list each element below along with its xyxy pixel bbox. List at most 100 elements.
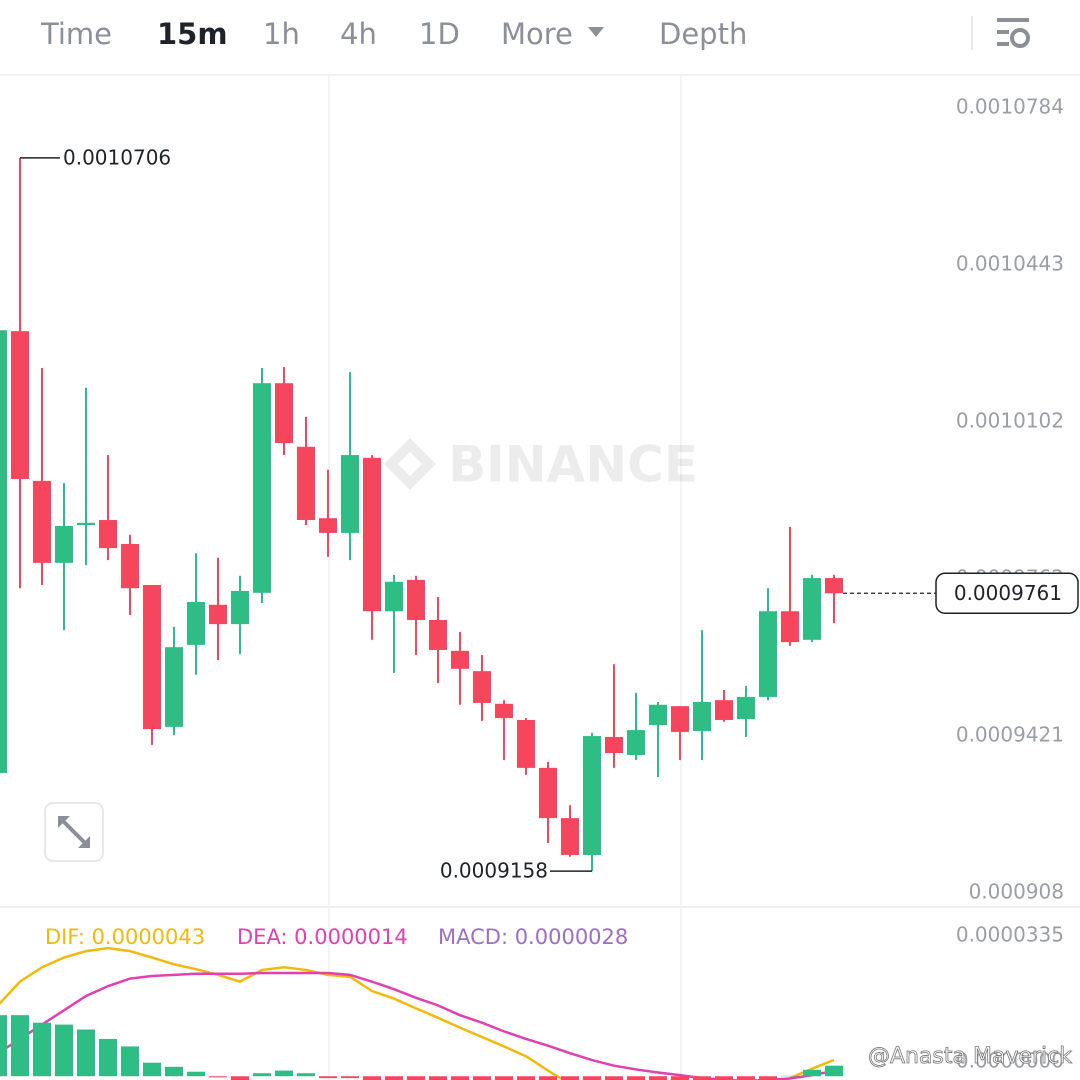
candle-body (671, 706, 689, 732)
macd-bar (11, 1015, 29, 1077)
candle-body (209, 604, 227, 625)
macd-bar (473, 1076, 491, 1080)
last-price-box (935, 572, 1079, 615)
macd-line (0, 946, 835, 1080)
candle-body (407, 579, 425, 620)
candle-body (803, 578, 821, 640)
macd-bar (187, 1071, 205, 1077)
candle-body (759, 611, 777, 697)
macd-bar (165, 1066, 183, 1077)
tab[interactable]: More (501, 17, 573, 51)
candle-body (253, 383, 271, 593)
macd-bar (209, 1076, 227, 1078)
legend-entry: DIF: 0.0000043 (45, 925, 205, 949)
macd-bar (671, 1076, 689, 1080)
macd-bar (803, 1069, 821, 1077)
expand-button[interactable] (44, 802, 104, 862)
macd-bar (0, 1015, 7, 1077)
candle-body (517, 719, 535, 768)
candle-body (275, 383, 293, 444)
y-tick-label: 0.0010443 (956, 252, 1064, 276)
macd-bar (495, 1076, 513, 1080)
y-tick-label: 0.0010102 (956, 409, 1064, 433)
tab-bar: Time 15m 1h 4h 1D More Depth (40, 17, 747, 51)
candle-body (11, 331, 29, 480)
y-tick-label: 0.0000335 (956, 922, 1064, 946)
candle-body (781, 611, 799, 643)
candle-body (143, 584, 161, 730)
macd-bar (363, 1076, 381, 1080)
tab[interactable]: 4h (340, 17, 377, 51)
candle-body (0, 330, 7, 773)
macd-bar (275, 1070, 293, 1077)
macd-bar (605, 1076, 623, 1080)
watermark: BINANCE (384, 436, 698, 494)
settings-icon[interactable] (997, 18, 1030, 48)
macd-bar (517, 1076, 535, 1080)
candle-body (165, 647, 183, 727)
macd-bar (143, 1062, 161, 1077)
candle-body (495, 703, 513, 719)
candle-body (473, 671, 491, 703)
tab[interactable]: 15m (157, 17, 228, 51)
macd-bar (561, 1076, 579, 1080)
macd-bar (33, 1022, 51, 1077)
candle-body (737, 696, 755, 720)
macd-bar (341, 1076, 359, 1079)
macd-bar (55, 1024, 73, 1077)
candle-body (297, 446, 315, 521)
macd-bar (451, 1076, 469, 1080)
tab[interactable]: 1D (419, 17, 460, 51)
candle-body (825, 578, 843, 594)
candle-body (539, 767, 557, 819)
macd-bar (825, 1065, 843, 1077)
candle-body (451, 650, 469, 669)
tab[interactable]: Time (40, 17, 112, 51)
y-tick-label: 0.0010784 (956, 94, 1064, 118)
candle-body (561, 818, 579, 855)
tab[interactable]: 1h (263, 17, 300, 51)
candle-body (693, 701, 711, 732)
macd-bar (759, 1076, 777, 1080)
macd-bar (385, 1076, 403, 1080)
candle-body (583, 736, 601, 855)
candle-body (341, 455, 359, 533)
macd-bar (429, 1076, 447, 1080)
candle-body (121, 543, 139, 589)
macd-bar (297, 1073, 315, 1077)
macd-bar (231, 1076, 249, 1080)
macd-bar (121, 1046, 139, 1077)
macd-bar (539, 1076, 557, 1080)
candle-body (33, 480, 51, 563)
candle-body (715, 700, 733, 720)
high-label: 0.0010706 (63, 145, 171, 169)
low-label: 0.0009158 (440, 859, 548, 883)
candle-body (627, 730, 645, 755)
legend-entry: DEA: 0.0000014 (237, 925, 408, 949)
candle-body (55, 526, 73, 563)
macd-bar (627, 1076, 645, 1080)
macd-bar (77, 1029, 95, 1077)
candle-body (429, 619, 447, 650)
macd-bar (407, 1076, 425, 1080)
watermark-text: BINANCE (448, 436, 698, 494)
macd-bar (737, 1076, 755, 1080)
candle-body (363, 457, 381, 612)
credit-watermark: @Anasta Maverick (868, 1044, 1072, 1069)
candle-body (319, 518, 337, 533)
macd-bar (693, 1076, 711, 1080)
macd-bar (649, 1076, 667, 1080)
y-tick-label: 0.0000000 (956, 1049, 1064, 1073)
macd-bar (715, 1076, 733, 1080)
macd-bar (583, 1076, 601, 1080)
tab[interactable]: Depth (659, 17, 747, 51)
candle-body (605, 737, 623, 754)
macd-bar (319, 1076, 337, 1079)
candle-body (231, 590, 249, 625)
macd-bar (99, 1038, 117, 1077)
candle-body (99, 520, 117, 549)
candle-body (187, 602, 205, 645)
legend-entry: MACD: 0.0000028 (438, 925, 628, 949)
candle-body (77, 522, 95, 526)
